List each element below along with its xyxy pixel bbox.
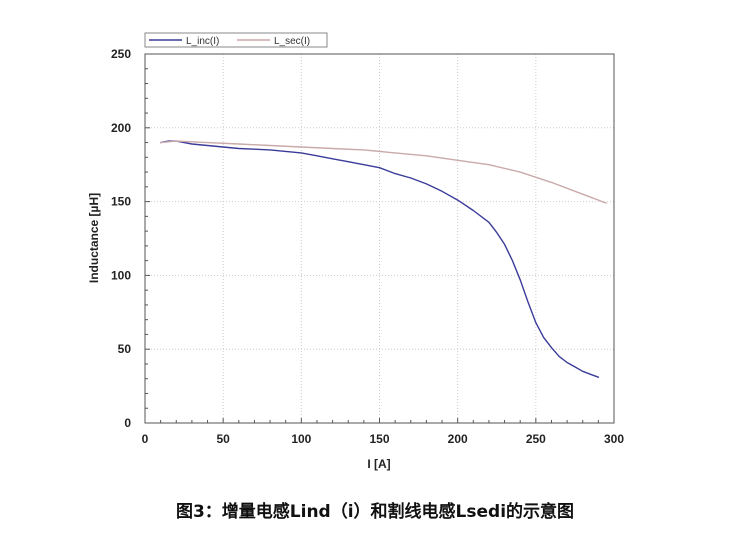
x-tick-label: 300 [604, 432, 624, 446]
y-tick-label: 250 [111, 47, 131, 61]
x-tick-label: 50 [216, 432, 230, 446]
x-tick-label: 150 [369, 432, 389, 446]
x-tick-labels: 0 50 100 150 200 250 300 [142, 432, 625, 446]
series-line-l-inc-i [159, 140, 600, 378]
x-tick-label: 250 [526, 432, 546, 446]
minor-ticks [144, 53, 615, 424]
plot-area [144, 53, 615, 424]
grid-lines [145, 54, 614, 423]
series-layer [159, 140, 607, 378]
figure-caption: 图3：增量电感Lind（i）和割线电感Lsedi的示意图 [175, 502, 575, 522]
y-tick-label: 200 [111, 121, 131, 135]
x-tick-label: 100 [291, 432, 311, 446]
y-tick-label: 0 [124, 416, 131, 430]
y-tick-label: 100 [111, 268, 131, 282]
y-axis-title: Inductance [µH] [87, 193, 101, 283]
y-tick-label: 50 [118, 342, 132, 356]
legend-box [144, 32, 328, 48]
x-tick-label: 0 [142, 432, 149, 446]
legend: L_inc(I) L_sec(I) [144, 32, 328, 48]
x-axis-title: I [A] [367, 457, 390, 471]
series-line-l-sec-i [159, 140, 607, 204]
y-tick-labels: 0 50 100 150 200 250 [111, 47, 131, 430]
x-tick-label: 200 [448, 432, 468, 446]
legend-label-l-inc: L_inc(I) [186, 36, 219, 47]
y-tick-label: 150 [111, 195, 131, 209]
legend-label-l-sec: L_sec(I) [274, 36, 310, 47]
